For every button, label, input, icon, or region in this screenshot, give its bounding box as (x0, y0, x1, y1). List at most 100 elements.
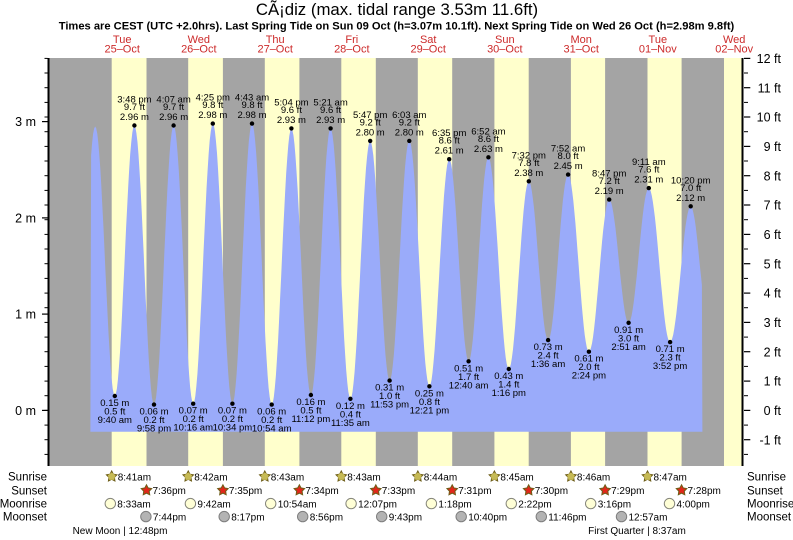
svg-text:3:52 pm: 3:52 pm (653, 361, 687, 372)
svg-text:0 m: 0 m (15, 404, 36, 418)
svg-text:8:47am: 8:47am (654, 472, 687, 483)
svg-text:Moonrise: Moonrise (0, 499, 47, 511)
svg-text:9:58 pm: 9:58 pm (137, 424, 171, 435)
svg-text:0 ft: 0 ft (764, 404, 782, 418)
svg-text:0.5 ft: 0.5 ft (104, 407, 125, 418)
svg-text:2.0 ft: 2.0 ft (578, 362, 599, 373)
svg-text:2.45 m: 2.45 m (554, 161, 583, 172)
svg-text:9:11 am: 9:11 am (632, 157, 666, 168)
svg-text:0.07 m: 0.07 m (179, 406, 208, 417)
svg-text:0.25 m: 0.25 m (415, 388, 444, 399)
svg-text:7:44pm: 7:44pm (153, 512, 186, 523)
svg-text:8.6 ft: 8.6 ft (439, 136, 460, 147)
svg-text:0.51 m: 0.51 m (454, 363, 483, 374)
svg-text:2.96 m: 2.96 m (159, 112, 188, 123)
svg-text:11 ft: 11 ft (758, 81, 782, 95)
svg-text:7:36pm: 7:36pm (153, 486, 186, 497)
svg-text:10:34 pm: 10:34 pm (213, 423, 253, 434)
svg-text:11:12 pm: 11:12 pm (291, 414, 330, 425)
svg-text:11:35 am: 11:35 am (331, 418, 370, 429)
svg-text:7:31pm: 7:31pm (458, 486, 491, 497)
svg-text:0.91 m: 0.91 m (614, 325, 643, 336)
svg-text:8:43am: 8:43am (271, 472, 304, 483)
svg-text:0.2 ft: 0.2 ft (222, 414, 243, 425)
svg-text:9.8 ft: 9.8 ft (241, 100, 262, 111)
svg-text:8:56pm: 8:56pm (310, 512, 343, 523)
svg-text:2.98 m: 2.98 m (198, 110, 227, 121)
svg-text:6:35 pm: 6:35 pm (432, 128, 466, 139)
svg-text:3 m: 3 m (15, 115, 36, 129)
svg-text:9.2 ft: 9.2 ft (399, 117, 420, 128)
svg-text:8.6 ft: 8.6 ft (478, 134, 499, 145)
svg-text:Wed: Wed (188, 34, 210, 46)
svg-text:7:30pm: 7:30pm (535, 486, 568, 497)
svg-text:Thu: Thu (266, 34, 285, 46)
svg-text:10:40pm: 10:40pm (468, 512, 507, 523)
svg-text:7 ft: 7 ft (764, 199, 782, 213)
svg-text:2.96 m: 2.96 m (120, 112, 149, 123)
svg-text:0.71 m: 0.71 m (656, 344, 685, 355)
svg-text:-1 ft: -1 ft (759, 433, 781, 447)
svg-text:1:16 pm: 1:16 pm (492, 388, 526, 399)
svg-text:8:46am: 8:46am (577, 472, 610, 483)
svg-text:1:36 am: 1:36 am (531, 359, 565, 370)
svg-text:3:48 pm: 3:48 pm (117, 95, 151, 106)
svg-text:7:32 pm: 7:32 pm (512, 150, 546, 161)
svg-text:2.3 ft: 2.3 ft (660, 353, 681, 364)
svg-text:2:22pm: 2:22pm (518, 499, 551, 510)
svg-text:Sunrise: Sunrise (747, 472, 786, 484)
svg-text:Times are CEST (UTC +2.0hrs).: Times are CEST (UTC +2.0hrs). Last Sprin… (59, 21, 735, 33)
svg-text:9.7 ft: 9.7 ft (163, 102, 184, 113)
svg-text:9 ft: 9 ft (764, 140, 782, 154)
svg-text:0.16 m: 0.16 m (296, 397, 325, 408)
svg-text:8:47 pm: 8:47 pm (592, 169, 626, 180)
svg-text:4:00pm: 4:00pm (677, 499, 710, 510)
svg-text:0.43 m: 0.43 m (494, 371, 523, 382)
svg-text:0.4 ft: 0.4 ft (340, 409, 361, 420)
svg-text:8:42am: 8:42am (194, 472, 227, 483)
svg-text:New Moon | 12:48pm: New Moon | 12:48pm (73, 526, 168, 537)
svg-text:2.19 m: 2.19 m (595, 186, 624, 197)
svg-text:6 ft: 6 ft (764, 228, 782, 242)
svg-text:8:45am: 8:45am (500, 472, 533, 483)
svg-text:0.2 ft: 0.2 ft (183, 414, 204, 425)
svg-text:Sat: Sat (420, 34, 437, 46)
svg-text:9.6 ft: 9.6 ft (281, 105, 302, 116)
svg-text:6:52 am: 6:52 am (471, 126, 505, 137)
svg-text:5:47 pm: 5:47 pm (353, 110, 387, 121)
svg-text:02–Nov: 02–Nov (715, 44, 753, 56)
svg-text:27–Oct: 27–Oct (257, 44, 292, 56)
svg-text:6:03 am: 6:03 am (392, 110, 426, 121)
svg-text:5 ft: 5 ft (764, 257, 782, 271)
svg-text:4:25 pm: 4:25 pm (196, 93, 230, 104)
svg-text:12:07pm: 12:07pm (358, 499, 397, 510)
svg-text:12:40 am: 12:40 am (449, 380, 489, 391)
svg-text:4 ft: 4 ft (764, 287, 782, 301)
svg-text:26–Oct: 26–Oct (181, 44, 216, 56)
svg-text:3.0 ft: 3.0 ft (618, 333, 639, 344)
svg-text:0.61 m: 0.61 m (574, 354, 603, 365)
svg-text:Sunset: Sunset (747, 485, 784, 497)
svg-text:10 ft: 10 ft (757, 111, 782, 125)
svg-text:11:46pm: 11:46pm (548, 512, 586, 523)
svg-text:Mon: Mon (570, 34, 591, 46)
svg-text:25–Oct: 25–Oct (104, 44, 139, 56)
svg-text:8:41am: 8:41am (118, 472, 151, 483)
svg-text:1 ft: 1 ft (764, 375, 782, 389)
svg-text:0.2 ft: 0.2 ft (261, 415, 282, 426)
svg-text:7:33pm: 7:33pm (382, 486, 415, 497)
svg-text:2 m: 2 m (15, 211, 36, 225)
svg-text:5:21 am: 5:21 am (313, 97, 347, 108)
svg-text:30–Oct: 30–Oct (487, 44, 522, 56)
svg-text:Wed: Wed (723, 34, 745, 46)
svg-text:2.31 m: 2.31 m (634, 175, 663, 186)
svg-text:12:57am: 12:57am (629, 512, 668, 523)
svg-text:0.12 m: 0.12 m (336, 401, 365, 412)
svg-text:2.63 m: 2.63 m (474, 144, 503, 155)
svg-text:2.12 m: 2.12 m (676, 193, 705, 204)
svg-text:8.0 ft: 8.0 ft (558, 151, 579, 162)
svg-text:0.5 ft: 0.5 ft (300, 406, 321, 417)
svg-text:2.80 m: 2.80 m (395, 127, 424, 138)
svg-text:2.80 m: 2.80 m (356, 127, 385, 138)
svg-text:4:43 am: 4:43 am (235, 93, 269, 104)
